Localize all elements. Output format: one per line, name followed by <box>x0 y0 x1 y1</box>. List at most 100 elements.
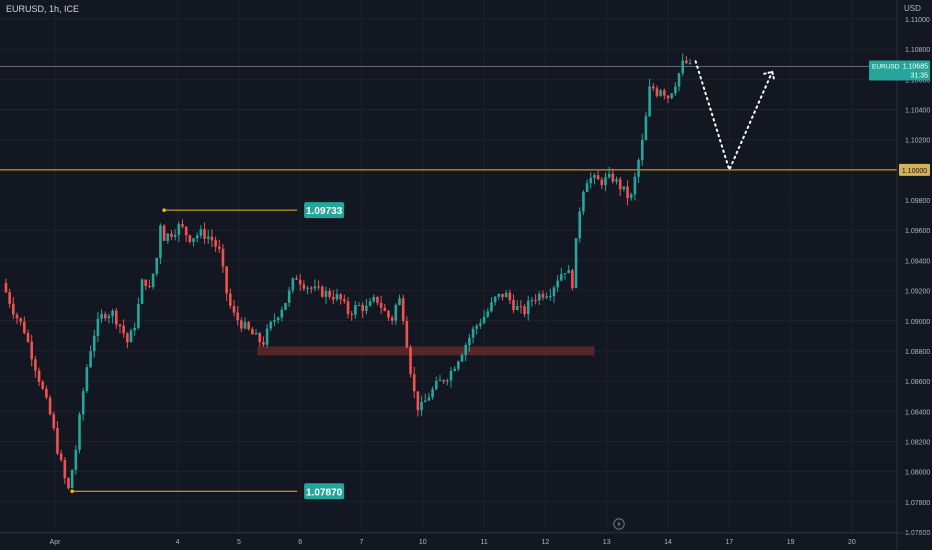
candle-body-up <box>173 234 177 237</box>
candle-body-up <box>70 469 74 489</box>
candle-body-up <box>526 300 530 315</box>
candle-body-down <box>298 279 302 285</box>
candle-body-up <box>111 310 114 317</box>
candle-body-up <box>674 86 677 94</box>
candle-body-down <box>225 266 228 294</box>
price-tick-label: 1.10600 <box>905 77 930 84</box>
swing-high-price-label-text: 1.09733 <box>306 206 343 217</box>
candle-body-up <box>81 391 85 415</box>
current-price-tag <box>869 60 930 81</box>
candle-body-down <box>15 314 19 319</box>
candle-body-up <box>427 397 431 401</box>
candle-body-down <box>302 284 306 289</box>
price-tick-label: 1.11000 <box>905 17 930 24</box>
time-tick-label: 12 <box>542 539 550 546</box>
candle-body-up <box>482 316 486 324</box>
price-tick-label: 1.09000 <box>905 319 930 326</box>
swing-high-anchor <box>162 208 166 212</box>
candle-body-up <box>648 86 651 117</box>
candle-body-up <box>280 309 284 318</box>
candle-body-down <box>8 292 11 304</box>
candle-body-down <box>67 478 70 489</box>
time-tick-label: 19 <box>787 539 795 546</box>
candle-body-down <box>663 90 666 96</box>
candle-body-up <box>464 345 468 356</box>
candle-body-down <box>59 453 63 461</box>
candle-body-up <box>637 160 640 177</box>
candle-body-down <box>118 324 122 326</box>
symbol-title: EURUSD, 1h, ICE <box>6 4 80 14</box>
candle-body-down <box>148 285 151 288</box>
candle-body-down <box>188 235 192 242</box>
swing-low-price-label-text: 1.07870 <box>306 487 343 498</box>
price-tick-label: 1.08200 <box>905 439 930 446</box>
candle-body-down <box>508 292 512 301</box>
time-tick-label: 7 <box>360 539 364 546</box>
swing-low-anchor <box>70 489 74 494</box>
candle-body-down <box>401 298 405 322</box>
candle-body-up <box>556 280 559 288</box>
candle-body-down <box>4 283 8 293</box>
candle-body-up <box>640 140 644 161</box>
projection-path-line[interactable] <box>694 60 774 173</box>
level-price-tag-text: 1.10000 <box>902 168 927 175</box>
candle-body-up <box>195 235 199 239</box>
candle-body-down <box>232 305 236 313</box>
candle-body-down <box>379 302 383 308</box>
candle-body-up <box>677 73 681 87</box>
candle-body-down <box>519 306 523 308</box>
candle-body-down <box>376 296 379 303</box>
candle-body-down <box>346 301 350 314</box>
candle-body-up <box>151 273 155 288</box>
candle-body-up <box>493 296 497 303</box>
replay-lightning-icon[interactable] <box>613 518 625 530</box>
candle-body-down <box>240 320 243 329</box>
candle-body-up <box>368 301 372 306</box>
candle-body-up <box>438 380 442 382</box>
candle-body-down <box>170 233 173 237</box>
candle-body-up <box>137 303 140 328</box>
candle-body-up <box>560 274 563 281</box>
candle-body-down <box>409 347 412 375</box>
candle-body-down <box>442 380 445 382</box>
candle-body-up <box>434 381 438 390</box>
candle-body-up <box>622 186 626 190</box>
candle-body-up <box>589 177 593 184</box>
candle-body-down <box>41 381 45 389</box>
candle-body-up <box>633 176 637 195</box>
candle-body-down <box>19 318 22 322</box>
candle-body-down <box>651 86 655 89</box>
candle-body-up <box>457 361 460 369</box>
candle-body-up <box>475 325 479 329</box>
candle-body-up <box>284 302 287 310</box>
candle-body-down <box>339 294 342 300</box>
time-tick-label: 14 <box>664 539 672 546</box>
candle-body-down <box>251 329 254 335</box>
price-tick-label: 1.10200 <box>905 138 930 145</box>
price-tick-label: 1.10400 <box>905 108 930 115</box>
candle-body-up <box>545 296 548 298</box>
candle-body-down <box>541 293 545 298</box>
price-tick-label: 1.09600 <box>905 228 930 235</box>
candle-body-up <box>552 287 556 297</box>
candle-body-up <box>420 402 423 411</box>
candle-body-up <box>335 294 339 300</box>
candle-body-up <box>96 318 100 336</box>
swing-high-price-label <box>304 202 345 219</box>
candle-body-up <box>530 300 534 302</box>
time-tick-label: 6 <box>298 539 302 546</box>
candle-body-down <box>596 175 600 180</box>
candle-body-up <box>453 368 456 371</box>
candle-body-up <box>276 317 280 321</box>
candle-body-down <box>412 374 416 392</box>
candle-body-up <box>468 337 471 346</box>
candle-body-up <box>394 304 398 321</box>
candle-body-down <box>390 317 394 321</box>
candle-body-up <box>269 321 273 329</box>
candle-body-down <box>626 186 629 198</box>
candle-body-up <box>324 290 328 297</box>
candle-body-down <box>317 286 320 288</box>
candle-body-up <box>574 238 578 289</box>
candle-body-up <box>578 211 582 239</box>
